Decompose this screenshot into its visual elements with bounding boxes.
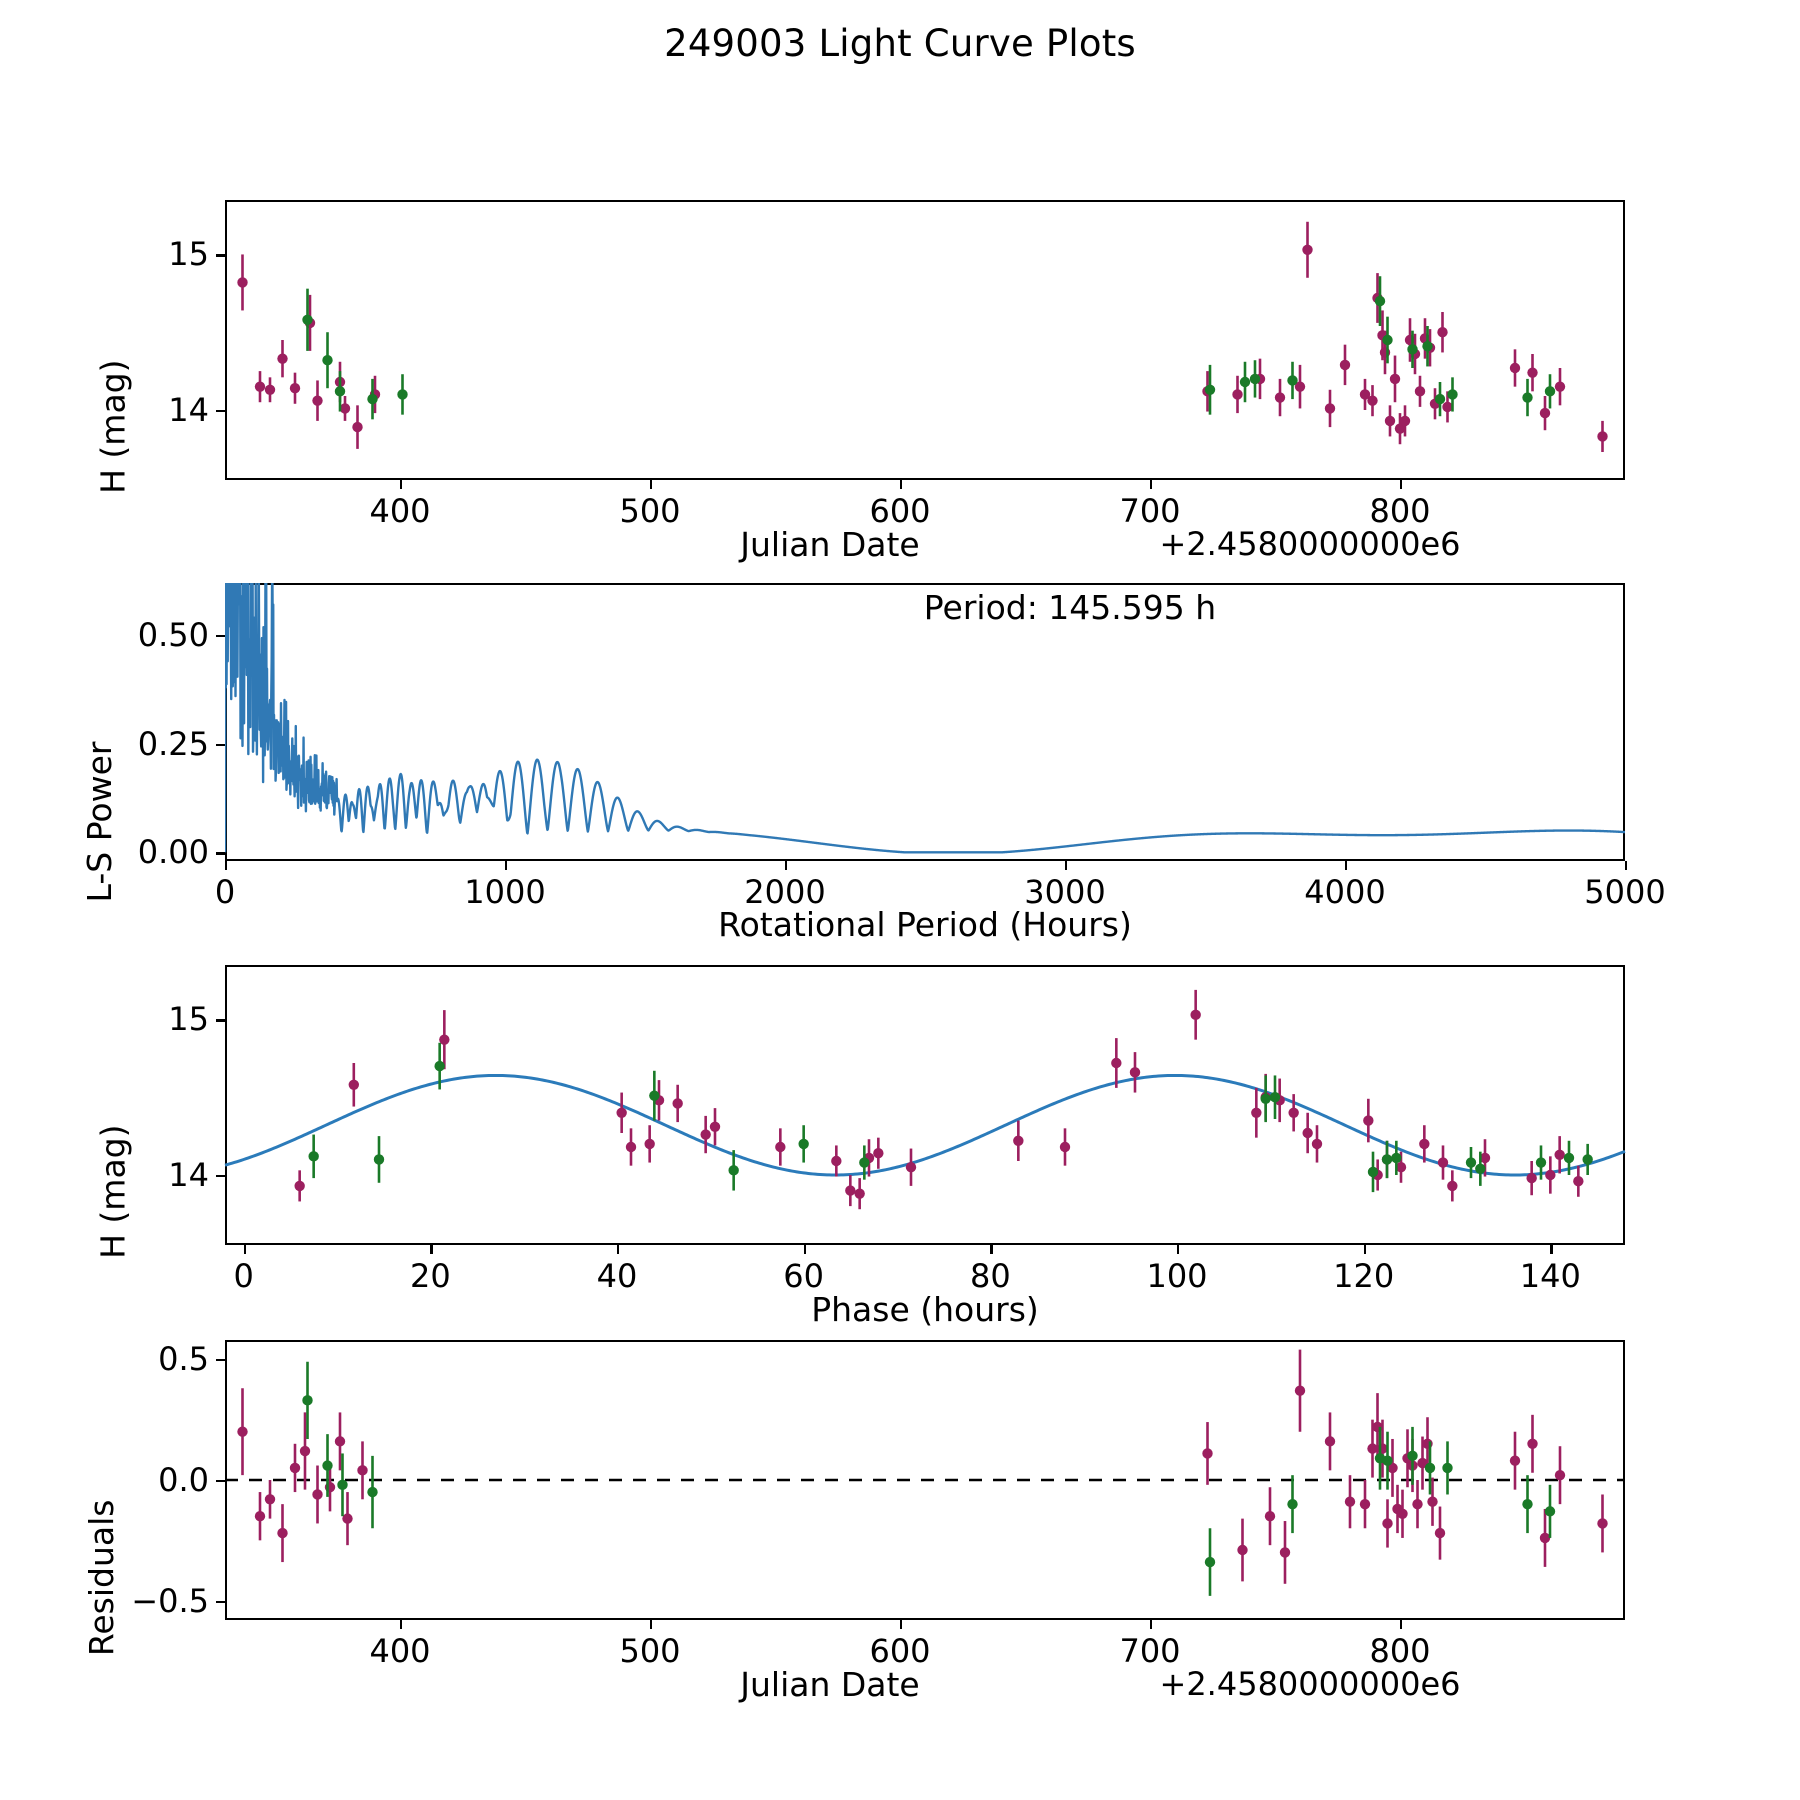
- light-curve-x-tick: [400, 480, 403, 489]
- residuals-y-tick-label: 0.5: [158, 1340, 209, 1379]
- periodogram-x-tick: [1345, 861, 1348, 870]
- periodogram-x-tick-label: 1000: [464, 873, 546, 911]
- light-curve-x-tick-label: 400: [369, 492, 431, 530]
- residuals-x-tick-label: 700: [1119, 1632, 1181, 1670]
- periodogram-x-tick-label: 0: [214, 873, 236, 911]
- periodogram-x-tick: [505, 861, 508, 870]
- residuals-y-axis-label: Residuals: [82, 1499, 122, 1657]
- periodogram-plot-area: [225, 583, 1625, 854]
- residuals-x-offset-text: +2.4580000000e6: [1159, 1665, 1461, 1703]
- phase-folded-x-axis-label: Phase (hours): [811, 1290, 1039, 1329]
- light-curve-x-tick-label: 500: [619, 492, 681, 530]
- figure-title: 249003 Light Curve Plots: [664, 22, 1136, 65]
- phase-folded-frame: [225, 965, 1625, 1245]
- light-curve-x-axis-label: Julian Date: [740, 525, 920, 564]
- residuals-x-tick: [400, 1620, 403, 1629]
- periodogram-panel: [225, 583, 1625, 861]
- light-curve-plot-area: [237, 221, 1608, 452]
- phase-folded-x-tick-label: 0: [233, 1257, 254, 1295]
- light-curve-x-tick: [900, 480, 903, 489]
- phase-folded-x-tick: [990, 1245, 993, 1254]
- phase-folded-x-tick: [430, 1245, 433, 1254]
- periodogram-x-tick: [785, 861, 788, 870]
- phase-folded-x-tick-label: 120: [1333, 1257, 1395, 1295]
- phase-folded-x-tick-label: 60: [783, 1257, 825, 1295]
- light-curve-x-tick: [1400, 480, 1403, 489]
- phase-folded-x-tick-label: 40: [596, 1257, 638, 1295]
- phase-folded-x-tick: [1177, 1245, 1180, 1254]
- phase-folded-x-tick-label: 20: [409, 1257, 451, 1295]
- periodogram-y-tick-label: 0.00: [137, 833, 209, 872]
- residuals-y-tick-label: −0.5: [131, 1581, 209, 1620]
- phase-folded-x-tick: [803, 1245, 806, 1254]
- phase-folded-y-axis-label: H (mag): [93, 1124, 133, 1259]
- light-curve-x-tick: [1150, 480, 1153, 489]
- residuals-x-axis-label: Julian Date: [740, 1665, 920, 1704]
- light-curve-x-tick: [650, 480, 653, 489]
- light-curve-y-tick: [216, 254, 225, 257]
- light-curve-y-tick: [216, 410, 225, 413]
- phase-folded-x-tick-label: 140: [1519, 1257, 1581, 1295]
- phase-folded-x-tick: [1550, 1245, 1553, 1254]
- periodogram-x-tick: [1625, 861, 1628, 870]
- periodogram-x-tick-label: 3000: [1024, 873, 1106, 911]
- residuals-x-tick: [900, 1620, 903, 1629]
- phase-folded-y-tick-label: 14: [168, 1156, 209, 1194]
- periodogram-y-tick: [216, 743, 225, 746]
- residuals-x-tick-label: 400: [369, 1632, 431, 1670]
- phase-folded-y-tick: [216, 1019, 225, 1022]
- residuals-plot-area: [225, 1349, 1625, 1596]
- residuals-y-tick-label: 0.0: [158, 1461, 209, 1499]
- light-curve-y-tick-label: 14: [168, 391, 209, 429]
- light-curve-x-tick-label: 600: [869, 492, 931, 530]
- light-curve-x-offset-text: +2.4580000000e6: [1159, 525, 1461, 563]
- periodogram-y-axis-label: L-S Power: [80, 741, 120, 903]
- phase-folded-x-tick: [243, 1245, 246, 1254]
- phase-folded-x-tick-label: 80: [969, 1257, 1011, 1295]
- residuals-x-tick: [1150, 1620, 1153, 1629]
- residuals-y-tick: [216, 1600, 225, 1603]
- light-curve-y-tick-label: 15: [168, 235, 209, 274]
- periodogram-y-tick: [216, 635, 225, 638]
- light-curve-x-tick-label: 700: [1119, 492, 1181, 530]
- residuals-y-tick: [216, 1359, 225, 1362]
- phase-folded-panel: [224, 965, 1626, 1245]
- phase-folded-y-tick: [216, 1175, 225, 1178]
- residuals-x-tick-label: 600: [869, 1632, 931, 1670]
- periodogram-x-tick-label: 2000: [744, 873, 826, 911]
- residuals-x-tick-label: 500: [619, 1632, 681, 1670]
- phase-folded-x-tick-label: 100: [1146, 1257, 1208, 1295]
- residuals-panel: [225, 1340, 1625, 1620]
- residuals-x-tick: [1400, 1620, 1403, 1629]
- periodogram-y-tick-label: 0.50: [137, 616, 209, 655]
- phase-folded-y-tick-label: 15: [168, 1000, 209, 1039]
- light-curve-y-axis-label: H (mag): [93, 359, 133, 494]
- periodogram-x-axis-label: Rotational Period (Hours): [718, 905, 1132, 944]
- periodogram-x-tick: [1065, 861, 1068, 870]
- periodogram-x-tick-label: 4000: [1304, 873, 1386, 911]
- residuals-y-tick: [216, 1480, 225, 1483]
- periodogram-y-tick: [216, 852, 225, 855]
- periodogram-y-tick-label: 0.25: [137, 724, 209, 763]
- phase-folded-plot-area: [224, 989, 1626, 1210]
- phase-folded-x-tick: [617, 1245, 620, 1254]
- phase-folded-x-tick: [1363, 1245, 1366, 1254]
- periodogram-x-tick: [225, 861, 228, 870]
- light-curve-x-tick-label: 800: [1369, 492, 1431, 530]
- periodogram-x-tick-label: 5000: [1584, 873, 1666, 911]
- periodogram-period-annotation: Period: 145.595 h: [923, 588, 1217, 627]
- residuals-x-tick-label: 800: [1369, 1632, 1431, 1670]
- residuals-x-tick: [650, 1620, 653, 1629]
- light-curve-panel: [225, 200, 1625, 480]
